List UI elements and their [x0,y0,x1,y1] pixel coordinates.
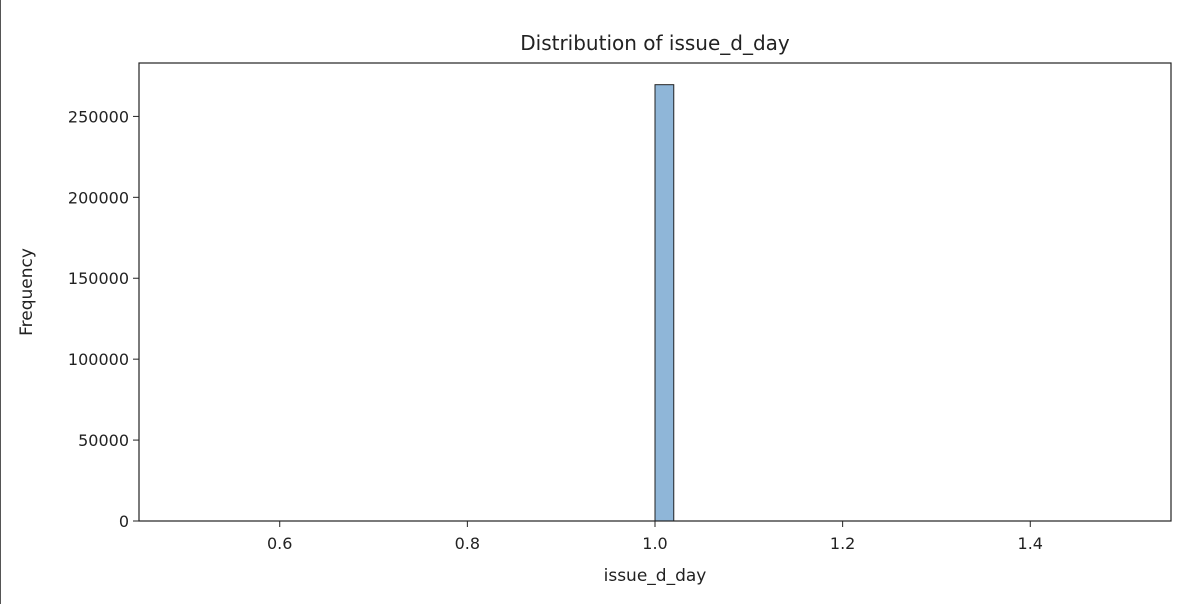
y-axis-title: Frequency [17,248,37,336]
x-tick-label: 1.4 [1018,534,1043,553]
x-tick-label: 0.6 [267,534,292,553]
x-tick-label: 1.2 [830,534,855,553]
histogram-bar [654,84,675,522]
y-axis-ticks: 0 50000 100000 150000 200000 250000 [68,107,139,531]
y-tick-label: 0 [119,512,129,531]
x-tick-label: 1.0 [642,534,667,553]
y-tick-label: 250000 [68,107,129,126]
chart-title: Distribution of issue_d_day [520,31,790,55]
y-tick-label: 200000 [68,188,129,207]
y-tick-label: 100000 [68,350,129,369]
y-tick-label: 150000 [68,269,129,288]
y-tick-label: 50000 [78,431,129,450]
bars-layer [185,84,1125,522]
x-axis-ticks: 0.6 0.8 1.0 1.2 1.4 [267,521,1043,553]
x-axis-title: issue_d_day [604,566,707,586]
x-tick-label: 0.8 [455,534,480,553]
